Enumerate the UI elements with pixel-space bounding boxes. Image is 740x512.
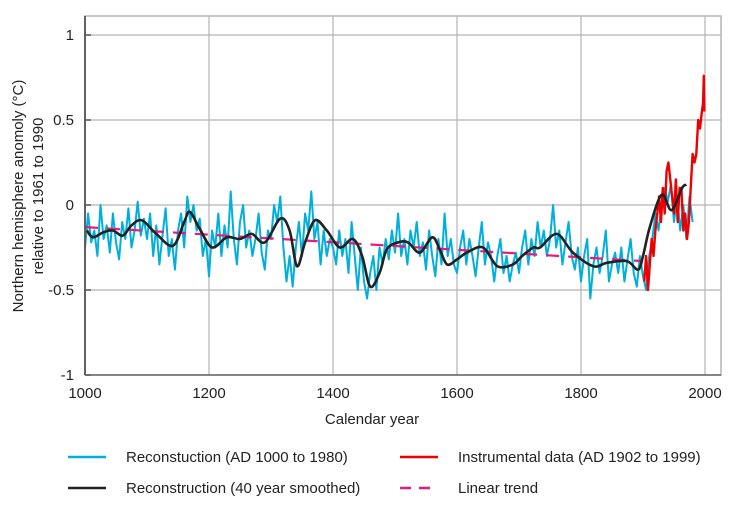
linear-trend-line xyxy=(84,226,644,263)
legend-label: Instrumental data (AD 1902 to 1999) xyxy=(458,449,701,466)
plot-frame xyxy=(84,15,722,376)
y-tick-label: 0 xyxy=(66,197,74,214)
smoothed-series-line xyxy=(85,183,688,289)
y-axis-label-line1: Northern hemisphere anomoly (°C) xyxy=(10,80,27,313)
y-tick-label: 1 xyxy=(66,27,74,44)
legend-label: Linear trend xyxy=(458,480,538,497)
legend: Reconstuction (AD 1000 to 1980) Instrumen… xyxy=(68,449,701,497)
y-axis-label-line2: relative to 1961 to 1990 xyxy=(30,118,47,275)
y-tick-label: -0.5 xyxy=(48,282,74,299)
x-tick-label: 2000 xyxy=(688,385,721,402)
x-tick-label: 1000 xyxy=(68,385,101,402)
x-tick-label: 1600 xyxy=(440,385,473,402)
gridlines xyxy=(84,15,722,376)
legend-label: Reconstruction (40 year smoothed) xyxy=(126,480,360,497)
legend-label: Reconstuction (AD 1000 to 1980) xyxy=(126,449,348,466)
x-tick-label: 1400 xyxy=(316,385,349,402)
instrumental-series-line xyxy=(643,74,706,292)
axes: 1000 1200 1400 1600 1800 2000 1 0.5 0 -0.5 -1 xyxy=(48,16,722,402)
plot-area xyxy=(84,74,706,300)
x-axis-label: Calendar year xyxy=(325,411,419,428)
x-tick-label: 1200 xyxy=(192,385,225,402)
y-tick-label: -1 xyxy=(61,367,74,384)
x-tick-label: 1800 xyxy=(564,385,597,402)
y-tick-label: 0.5 xyxy=(53,112,74,129)
